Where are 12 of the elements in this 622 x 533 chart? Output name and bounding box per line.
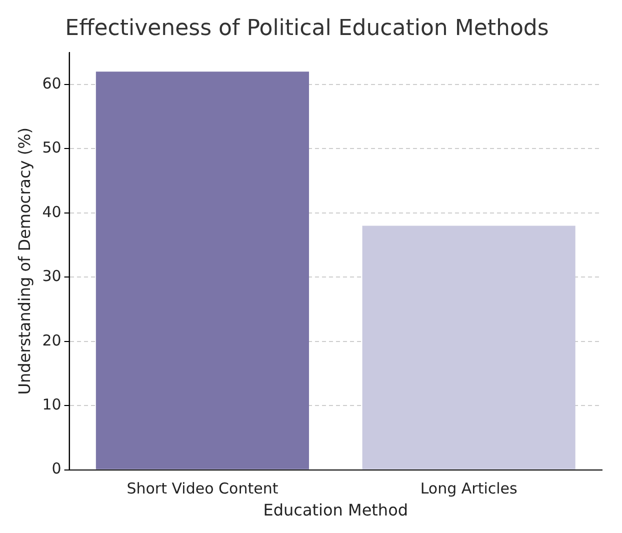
x-tick-label: Long Articles: [420, 480, 518, 498]
y-tick-label: 40: [42, 202, 62, 221]
x-tick-label: Short Video Content: [126, 480, 278, 498]
y-tick-label: 50: [42, 138, 62, 157]
y-tick-label: 20: [42, 331, 62, 350]
y-tick-label: 60: [42, 74, 62, 92]
y-tick-label: 0: [52, 460, 62, 478]
y-tick-label: 10: [42, 395, 62, 414]
x-axis-title: Education Method: [263, 500, 408, 520]
y-axis-title: Understanding of Democracy (%): [14, 127, 34, 395]
chart-title: Effectiveness of Political Education Methods: [65, 16, 549, 41]
y-tick-label: 30: [42, 267, 62, 286]
